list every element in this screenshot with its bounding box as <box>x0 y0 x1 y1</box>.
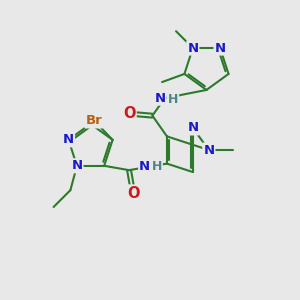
Text: N: N <box>203 143 214 157</box>
Text: N: N <box>187 41 198 55</box>
Text: H: H <box>168 93 178 106</box>
Text: N: N <box>139 160 150 173</box>
Text: Br: Br <box>85 114 102 128</box>
Text: O: O <box>123 106 136 121</box>
Text: N: N <box>214 41 226 55</box>
Text: N: N <box>154 92 166 105</box>
Text: N: N <box>71 159 82 172</box>
Text: O: O <box>127 185 139 200</box>
Text: N: N <box>187 122 198 134</box>
Text: H: H <box>152 160 162 173</box>
Text: N: N <box>63 134 74 146</box>
